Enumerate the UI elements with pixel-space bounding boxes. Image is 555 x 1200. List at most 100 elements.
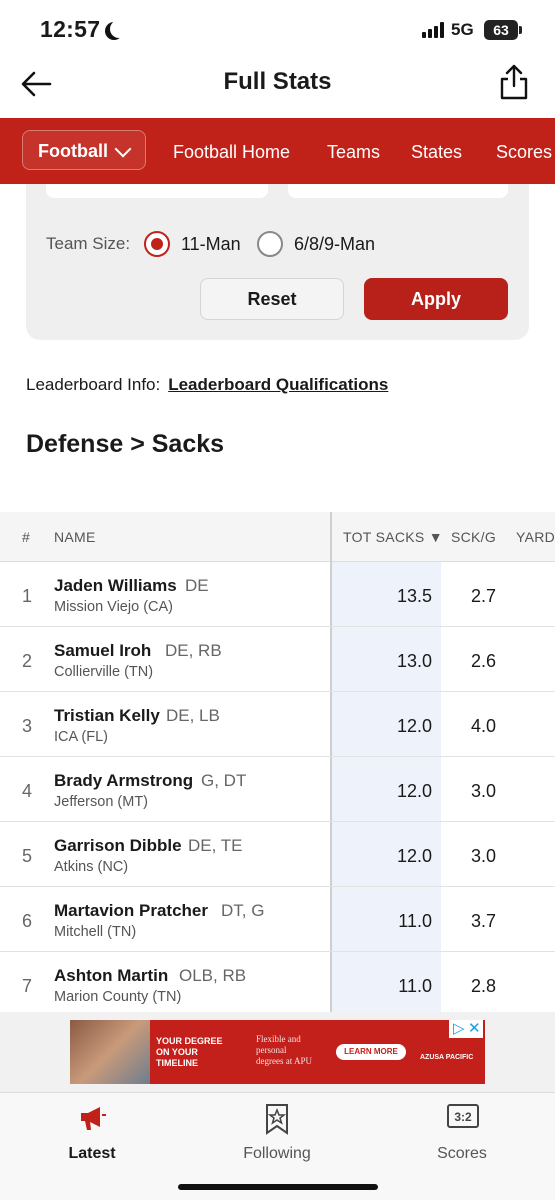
nav-link-football-home[interactable]: Football Home [173, 142, 291, 162]
ad-headline-line: YOUR DEGREE [156, 1036, 223, 1046]
sck-per-game-value: 4.0 [470, 716, 496, 736]
bottom-tab-bar: Latest Following 3:2 Scores [0, 1092, 555, 1200]
player-name[interactable]: Samuel Iroh [54, 641, 152, 660]
table-row[interactable]: 3 Tristian Kelly DE, LB ICA (FL) 12.0 4.… [0, 692, 555, 757]
ad-container: YOUR DEGREE ON YOUR TIMELINE Flexible an… [0, 1012, 555, 1092]
tot-sacks-value: 13.0 [396, 651, 432, 671]
leaderboard-info: Leaderboard Info: Leaderboard Qualificati… [26, 375, 388, 395]
row-rank: 7 [22, 976, 33, 996]
radio-6-8-9-man[interactable] [257, 231, 283, 257]
ad-learn-more-button[interactable]: LEARN MORE [336, 1044, 406, 1060]
player-school: Atkins (NC) [54, 859, 129, 875]
player-position: DE, LB [166, 706, 220, 725]
svg-text:3:2: 3:2 [454, 1110, 472, 1124]
tab-scores[interactable]: 3:2 Scores [392, 1101, 532, 1171]
player-position: DE, RB [165, 641, 222, 660]
tab-latest-label: Latest [68, 1145, 116, 1162]
row-rank: 6 [22, 911, 33, 931]
close-icon[interactable]: ✕ [468, 1020, 481, 1037]
sorted-column-highlight [331, 512, 441, 1012]
column-divider [330, 512, 332, 1012]
table-row[interactable]: 2 Samuel Iroh DE, RB Collierville (TN) 1… [0, 627, 555, 692]
sport-nav-bar: Football Football Home Teams States Scor… [0, 118, 555, 184]
status-time: 12:57 [40, 16, 101, 42]
player-name[interactable]: Brady Armstrong [54, 771, 194, 790]
row-rank: 5 [22, 846, 33, 866]
team-size-label: Team Size: [46, 234, 131, 253]
ad-close[interactable]: ▷ ✕ [449, 1020, 483, 1038]
nav-link-teams[interactable]: Teams [327, 142, 381, 162]
ad-subtext-line: degrees at APU [256, 1056, 312, 1066]
tot-sacks-value: 11.0 [398, 976, 432, 996]
position-select[interactable] [288, 184, 508, 198]
table-row[interactable]: 7 Ashton Martin OLB, RB Marion County (T… [0, 952, 555, 1012]
network-label: 5G [451, 20, 474, 39]
tab-latest[interactable]: Latest [22, 1101, 162, 1171]
tab-following[interactable]: Following [207, 1101, 347, 1171]
col-rank: # [22, 529, 31, 545]
player-position: DE [185, 576, 209, 595]
radio-11-man-label[interactable]: 11-Man [181, 234, 241, 254]
bookmark-star-icon [266, 1104, 288, 1135]
ad-photo [70, 1020, 150, 1084]
col-sck-per-game[interactable]: SCK/G [451, 529, 497, 545]
tot-sacks-value: 13.5 [396, 586, 432, 606]
player-school: Jefferson (MT) [54, 794, 149, 810]
player-school: Collierville (TN) [54, 664, 154, 680]
filter-panel: Team Size: 11-Man 6/8/9-Man Reset Apply [26, 184, 529, 340]
sck-per-game-value: 3.0 [470, 781, 496, 801]
col-tot-sacks[interactable]: TOT SACKS ▼ [343, 529, 443, 545]
ad-subtext-line: Flexible and [256, 1034, 301, 1044]
signal-icon [422, 22, 448, 38]
moon-icon [110, 20, 128, 38]
leaderboard-qualifications-link[interactable]: Leaderboard Qualifications [168, 375, 389, 394]
player-position: DT, G [221, 901, 265, 920]
page-title: Full Stats [223, 68, 332, 95]
leaderboard-info-label: Leaderboard Info: [26, 375, 161, 394]
player-name[interactable]: Jaden Williams [54, 576, 177, 595]
ad-choices-icon[interactable]: ▷ [453, 1020, 465, 1037]
table-row[interactable]: 1 Jaden Williams DE Mission Viejo (CA) 1… [0, 562, 555, 627]
sck-per-game-value: 3.7 [470, 911, 496, 931]
apply-button[interactable]: Apply [364, 278, 508, 320]
player-name[interactable]: Tristian Kelly [54, 706, 160, 725]
reset-button[interactable]: Reset [200, 278, 344, 320]
ad-banner[interactable]: YOUR DEGREE ON YOUR TIMELINE Flexible an… [70, 1020, 485, 1084]
table-row[interactable]: 6 Martavion Pratcher DT, G Mitchell (TN)… [0, 887, 555, 952]
radio-11-man[interactable] [144, 231, 170, 257]
radio-6-8-9-man-label[interactable]: 6/8/9-Man [294, 234, 376, 254]
player-school: ICA (FL) [54, 729, 108, 745]
table-row[interactable]: 4 Brady Armstrong G, DT Jefferson (MT) 1… [0, 757, 555, 822]
player-school: Marion County (TN) [54, 989, 182, 1005]
sport-dropdown[interactable]: Football [22, 130, 146, 170]
stats-table: # NAME TOT SACKS ▼ SCK/G YARD 1 Jaden Wi… [0, 512, 555, 1012]
nav-link-states[interactable]: States [411, 142, 463, 162]
sck-per-game-value: 2.6 [470, 651, 496, 671]
tot-sacks-value: 12.0 [396, 716, 432, 736]
nav-link-scores[interactable]: Scores [496, 142, 553, 162]
sck-per-game-value: 3.0 [470, 846, 496, 866]
class-year-select[interactable] [46, 184, 268, 198]
tot-sacks-value: 12.0 [396, 781, 432, 801]
chevron-down-icon [114, 140, 132, 158]
table-row[interactable]: 5 Garrison Dibble DE, TE Atkins (NC) 12.… [0, 822, 555, 887]
player-position: DE, TE [188, 836, 243, 855]
ad-headline: YOUR DEGREE ON YOUR TIMELINE [156, 1036, 223, 1069]
share-icon[interactable] [496, 62, 532, 102]
status-bar: 12:57 5G 63 [0, 0, 555, 56]
player-school: Mitchell (TN) [54, 924, 137, 940]
ad-headline-line: ON YOUR [156, 1047, 198, 1057]
scoreboard-icon: 3:2 [447, 1104, 479, 1128]
player-name[interactable]: Ashton Martin [54, 966, 169, 985]
col-name[interactable]: NAME [54, 529, 96, 545]
section-title: Defense > Sacks [26, 430, 225, 458]
top-nav: Full Stats [0, 56, 555, 118]
tab-scores-label: Scores [437, 1145, 487, 1162]
col-yards[interactable]: YARD [516, 529, 555, 545]
player-name[interactable]: Martavion Pratcher [54, 901, 208, 920]
player-position: OLB, RB [179, 966, 247, 985]
row-rank: 1 [22, 586, 33, 606]
tot-sacks-value: 11.0 [398, 911, 432, 931]
back-arrow-icon[interactable] [20, 68, 56, 100]
player-name[interactable]: Garrison Dibble [54, 836, 182, 855]
